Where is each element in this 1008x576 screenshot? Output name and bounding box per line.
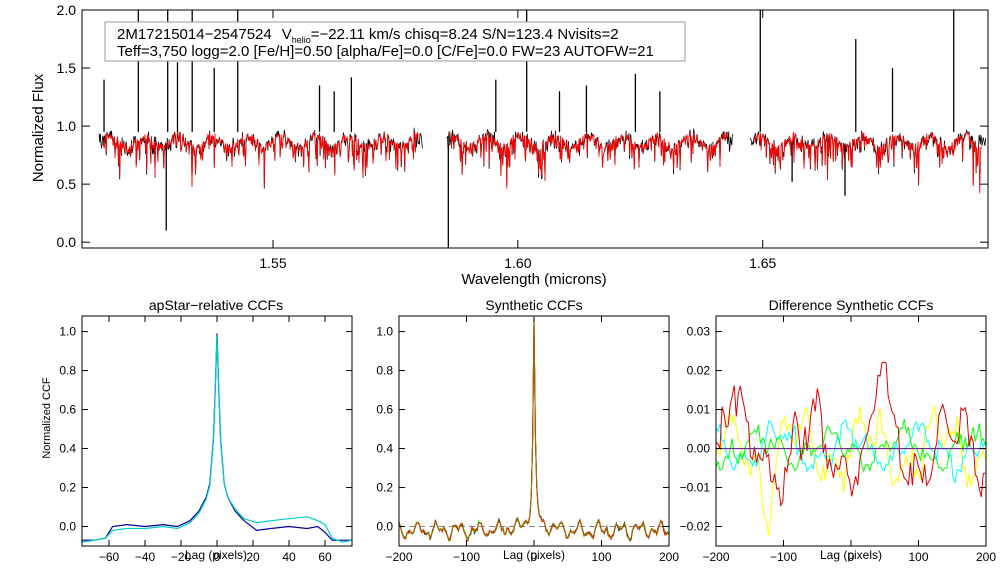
y-tick-label: 0.0 xyxy=(57,234,77,250)
apstar-ccf-panel: apStar−relative CCFs −60 −40 −20 0 20 40 60 0.0… xyxy=(41,297,353,564)
y-tick-label: 2.0 xyxy=(57,2,77,18)
x-tick-label: −60 xyxy=(99,550,120,564)
x-tick-label: −200 xyxy=(702,550,729,564)
x-tick-label: 100 xyxy=(908,550,928,564)
ccf-series-line xyxy=(82,335,352,543)
difference-ccf-line xyxy=(716,418,986,473)
x-tick-label: 0 xyxy=(531,550,538,564)
y-tick-label: 0.2 xyxy=(59,481,76,495)
y-tick-label: 1.0 xyxy=(376,325,393,339)
y-tick-label: 1.5 xyxy=(57,60,77,76)
annotation-star-id: 2M17215014−2547524 xyxy=(117,26,272,43)
ccf-series-line xyxy=(82,333,352,541)
diff-ccf-panel: Difference Synthetic CCFs −200 −100 0 100 20… xyxy=(680,297,997,564)
x-tick-label: 1.55 xyxy=(259,255,286,271)
x-tick-label: 40 xyxy=(282,550,296,564)
synthetic-ccf-xlabel: Lag (pixels) xyxy=(503,548,565,562)
annotation-line-1: 2M17215014−2547524 Vhelio=−22.11 km/s chi… xyxy=(117,26,619,45)
x-tick-label: 0 xyxy=(214,550,221,564)
y-tick-label: 0.02 xyxy=(687,364,711,378)
model-spectrum-line xyxy=(754,131,982,194)
y-tick-label: 0.00 xyxy=(687,442,711,456)
x-tick-label: −100 xyxy=(770,550,797,564)
y-tick-label: 0.5 xyxy=(57,176,77,192)
apstar-ccf-ylabel: Normalized CCF xyxy=(41,377,53,459)
annotation-vhelio-sub: helio xyxy=(292,35,311,45)
x-tick-label: 1.65 xyxy=(749,255,776,271)
annotation-box xyxy=(104,21,686,62)
y-tick-label: 0.01 xyxy=(687,403,711,417)
diff-ccf-xlabel: Lag (pixels) xyxy=(820,548,882,562)
y-tick-label: 0.0 xyxy=(59,520,76,534)
synthetic-ccf-title: Synthetic CCFs xyxy=(485,297,582,313)
apstar-ccf-plot-area xyxy=(82,333,352,543)
x-tick-label: 200 xyxy=(976,550,996,564)
x-tick-label: 100 xyxy=(591,550,611,564)
spectrum-axes: 1.55 1.60 1.65 0.0 0.5 1.0 1.5 2.0 xyxy=(57,2,989,271)
spectrum-xlabel: Wavelength (microns) xyxy=(461,271,606,288)
spectrum-ylabel: Normalized Flux xyxy=(30,73,47,182)
y-tick-label: −0.02 xyxy=(680,520,711,534)
annotation-line-1-values: =−22.11 km/s chisq=8.24 S/N=123.4 Nvisit… xyxy=(311,26,619,43)
y-tick-label: 0.4 xyxy=(59,442,76,456)
model-spectrum-line xyxy=(102,131,419,187)
y-tick-label: 0.6 xyxy=(376,403,393,417)
spectrum-plot-area xyxy=(98,10,986,248)
y-tick-label: −0.01 xyxy=(680,481,711,495)
diff-ccf-axes: −200 −100 0 100 200 −0.02 −0.01 0.00 0.01 0.02 0.0… xyxy=(680,315,996,564)
apstar-ccf-title: apStar−relative CCFs xyxy=(149,297,283,313)
y-tick-label: 0.2 xyxy=(376,481,393,495)
difference-ccf-line xyxy=(716,418,986,485)
x-tick-label: −20 xyxy=(171,550,192,564)
x-tick-label: 200 xyxy=(659,550,679,564)
difference-ccf-line xyxy=(716,405,986,536)
x-tick-label: −40 xyxy=(135,550,156,564)
x-tick-label: −200 xyxy=(385,550,412,564)
y-tick-label: 0.4 xyxy=(376,442,393,456)
apstar-ccf-xlabel: Lag (pixels) xyxy=(185,548,247,562)
difference-ccf-line xyxy=(716,361,986,508)
annotation-line-2: Teff=3,750 logg=2.0 [Fe/H]=0.50 [alpha/F… xyxy=(117,43,654,60)
y-tick-label: 0.6 xyxy=(59,403,76,417)
diff-ccf-title: Difference Synthetic CCFs xyxy=(769,297,934,313)
y-tick-label: 1.0 xyxy=(57,118,77,134)
spectrum-annotation: 2M17215014−2547524 Vhelio=−22.11 km/s chi… xyxy=(104,21,686,62)
synthetic-ccf-axes: −200 −100 0 100 200 0.0 0.2 0.4 0.6 0.8 1.0 xyxy=(376,315,679,564)
apstar-ccf-axes: −60 −40 −20 0 20 40 60 0.0 0.2 0.4 0.6 0.8 1.0 xyxy=(59,315,353,564)
synthetic-ccf-plot-area xyxy=(399,316,669,543)
y-tick-label: 0.0 xyxy=(376,520,393,534)
synthetic-ccf-line xyxy=(399,318,669,543)
spectrum-panel: 1.55 1.60 1.65 0.0 0.5 1.0 1.5 2.0 Wavelength (… xyxy=(30,2,989,288)
axes-frame xyxy=(81,9,989,249)
y-tick-label: 1.0 xyxy=(59,325,76,339)
x-tick-label: 60 xyxy=(318,550,332,564)
synthetic-ccf-panel: Synthetic CCFs −200 −100 0 100 200 0.0 0.2 0.4 0… xyxy=(376,297,679,564)
y-tick-label: 0.8 xyxy=(59,364,76,378)
x-tick-label: 20 xyxy=(246,550,260,564)
observed-spectrum-line xyxy=(750,129,986,186)
x-tick-label: 1.60 xyxy=(504,255,531,271)
model-spectrum-line xyxy=(450,131,729,189)
diff-ccf-plot-area xyxy=(716,361,986,536)
y-tick-label: 0.03 xyxy=(687,325,711,339)
y-tick-label: 0.8 xyxy=(376,364,393,378)
annotation-vhelio-label: V xyxy=(282,26,292,43)
x-tick-label: 0 xyxy=(848,550,855,564)
x-tick-label: −100 xyxy=(453,550,480,564)
